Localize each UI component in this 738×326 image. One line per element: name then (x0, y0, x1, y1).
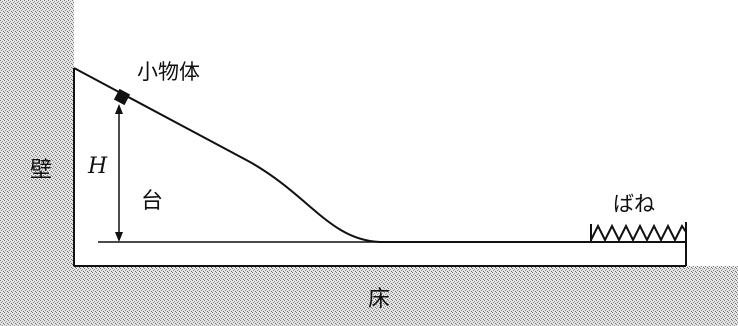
spring (590, 222, 687, 243)
wall-hatch-upper (0, 0, 74, 70)
label-wall: 壁 (30, 158, 52, 183)
height-arrow (115, 104, 123, 242)
platform (73, 67, 687, 267)
label-platform: 台 (141, 189, 163, 214)
label-height: H (87, 154, 108, 179)
label-floor: 床 (368, 287, 390, 312)
slope-curve (73, 67, 686, 243)
label-spring: ばね (613, 192, 655, 216)
label-object: 小物体 (137, 60, 200, 84)
small-object (113, 88, 131, 106)
floor-hatch (0, 266, 738, 326)
